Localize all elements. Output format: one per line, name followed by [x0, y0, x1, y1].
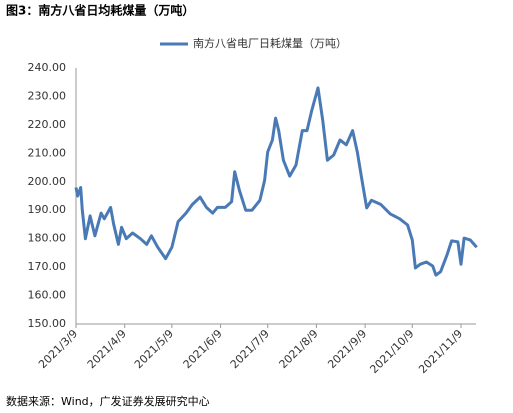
legend-label: 南方八省电厂日耗煤量（万吨） [193, 36, 347, 50]
x-tick-label: 2021/9/9 [325, 327, 369, 371]
y-tick-label: 190.00 [28, 203, 67, 216]
x-tick-label: 2021/8/9 [277, 327, 321, 371]
x-tick-label: 2021/3/9 [36, 327, 80, 371]
x-tick-label: 2021/6/9 [181, 327, 225, 371]
y-tick-label: 150.00 [28, 317, 67, 330]
y-tick-label: 240.00 [28, 61, 67, 74]
y-tick-label: 210.00 [28, 146, 67, 159]
data-line [74, 86, 478, 277]
y-tick-label: 200.00 [28, 175, 67, 188]
x-tick-label: 2021/5/9 [132, 327, 176, 371]
x-tick-label: 2021/11/9 [416, 327, 465, 376]
y-tick-label: 230.00 [28, 89, 67, 102]
x-tick-label: 2021/7/9 [228, 327, 272, 371]
source: 数据来源：Wind，广发证券发展研究中心 [6, 394, 210, 408]
y-tick-label: 180.00 [28, 232, 67, 245]
x-tick-label: 2021/10/9 [367, 327, 416, 376]
y-tick-label: 220.00 [28, 118, 67, 131]
y-tick-label: 160.00 [28, 289, 67, 302]
y-tick-label: 170.00 [28, 260, 67, 273]
x-tick-label: 2021/4/9 [85, 327, 129, 371]
chart-title: 图3：南方八省日均耗煤量（万吨） [6, 3, 194, 18]
